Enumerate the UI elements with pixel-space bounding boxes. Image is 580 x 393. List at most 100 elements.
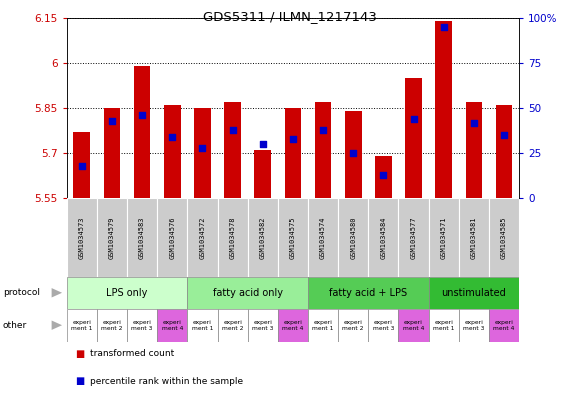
Text: experi
ment 4: experi ment 4 xyxy=(162,320,183,331)
Bar xyxy=(127,309,157,342)
Bar xyxy=(97,198,127,277)
Text: experi
ment 1: experi ment 1 xyxy=(312,320,334,331)
Text: GSM1034573: GSM1034573 xyxy=(79,217,85,259)
Bar xyxy=(496,105,512,198)
Bar xyxy=(436,21,452,198)
Text: GSM1034571: GSM1034571 xyxy=(441,217,447,259)
Text: other: other xyxy=(3,321,27,330)
Text: fatty acid only: fatty acid only xyxy=(213,288,282,298)
Text: percentile rank within the sample: percentile rank within the sample xyxy=(90,377,243,386)
Text: experi
ment 4: experi ment 4 xyxy=(282,320,303,331)
Bar xyxy=(218,309,248,342)
Text: experi
ment 3: experi ment 3 xyxy=(252,320,273,331)
Bar xyxy=(489,198,519,277)
Point xyxy=(107,118,117,124)
Bar xyxy=(67,198,97,277)
Text: experi
ment 2: experi ment 2 xyxy=(342,320,364,331)
Bar xyxy=(315,102,331,198)
Text: experi
ment 3: experi ment 3 xyxy=(132,320,153,331)
Text: fatty acid + LPS: fatty acid + LPS xyxy=(329,288,407,298)
Bar xyxy=(489,309,519,342)
Point xyxy=(379,172,388,178)
Point xyxy=(258,141,267,147)
Bar xyxy=(308,309,338,342)
Point xyxy=(137,112,147,118)
Point xyxy=(439,24,448,30)
Point xyxy=(499,132,509,138)
Bar xyxy=(127,198,157,277)
Text: unstimulated: unstimulated xyxy=(441,288,506,298)
Text: transformed count: transformed count xyxy=(90,349,174,358)
Text: experi
ment 3: experi ment 3 xyxy=(463,320,484,331)
Bar xyxy=(368,309,398,342)
Text: GSM1034577: GSM1034577 xyxy=(411,217,416,259)
Bar xyxy=(218,198,248,277)
Text: GSM1034583: GSM1034583 xyxy=(139,217,145,259)
Text: experi
ment 4: experi ment 4 xyxy=(494,320,514,331)
Bar xyxy=(398,198,429,277)
Text: GSM1034579: GSM1034579 xyxy=(109,217,115,259)
Bar xyxy=(308,198,338,277)
Text: GSM1034582: GSM1034582 xyxy=(260,217,266,259)
Bar xyxy=(74,132,90,198)
Text: experi
ment 2: experi ment 2 xyxy=(101,320,123,331)
Bar xyxy=(278,198,308,277)
Text: GSM1034581: GSM1034581 xyxy=(471,217,477,259)
Bar xyxy=(187,198,218,277)
Bar xyxy=(194,108,211,198)
Text: protocol: protocol xyxy=(3,288,40,297)
Bar xyxy=(345,111,361,198)
Text: experi
ment 4: experi ment 4 xyxy=(403,320,424,331)
Bar xyxy=(429,277,519,309)
Point xyxy=(409,116,418,122)
Text: ■: ■ xyxy=(75,376,85,386)
Point xyxy=(349,150,358,156)
Bar xyxy=(398,309,429,342)
Bar xyxy=(338,309,368,342)
Bar xyxy=(67,277,187,309)
Bar xyxy=(248,198,278,277)
Text: GSM1034574: GSM1034574 xyxy=(320,217,326,259)
Bar xyxy=(466,102,482,198)
Bar xyxy=(459,309,489,342)
Bar xyxy=(375,156,392,198)
Bar xyxy=(157,309,187,342)
Bar xyxy=(255,150,271,198)
Text: experi
ment 1: experi ment 1 xyxy=(433,320,455,331)
Text: GSM1034578: GSM1034578 xyxy=(230,217,235,259)
Bar xyxy=(67,309,97,342)
Point xyxy=(469,119,478,126)
Bar xyxy=(248,309,278,342)
Text: GSM1034576: GSM1034576 xyxy=(169,217,175,259)
Text: GSM1034580: GSM1034580 xyxy=(350,217,356,259)
Bar xyxy=(134,66,150,198)
Bar xyxy=(104,108,120,198)
Text: experi
ment 2: experi ment 2 xyxy=(222,320,244,331)
Bar xyxy=(224,102,241,198)
Text: GSM1034572: GSM1034572 xyxy=(200,217,205,259)
Bar xyxy=(157,198,187,277)
Bar xyxy=(187,309,218,342)
Text: GDS5311 / ILMN_1217143: GDS5311 / ILMN_1217143 xyxy=(203,10,377,23)
Text: GSM1034575: GSM1034575 xyxy=(290,217,296,259)
Bar xyxy=(278,309,308,342)
Polygon shape xyxy=(52,288,62,298)
Bar xyxy=(459,198,489,277)
Bar xyxy=(97,309,127,342)
Text: LPS only: LPS only xyxy=(106,288,148,298)
Text: GSM1034584: GSM1034584 xyxy=(380,217,386,259)
Bar xyxy=(308,277,429,309)
Point xyxy=(288,136,298,142)
Polygon shape xyxy=(52,321,62,330)
Text: experi
ment 1: experi ment 1 xyxy=(191,320,213,331)
Bar xyxy=(187,277,308,309)
Bar xyxy=(338,198,368,277)
Point xyxy=(228,127,237,133)
Bar xyxy=(164,105,180,198)
Bar xyxy=(368,198,398,277)
Text: experi
ment 3: experi ment 3 xyxy=(373,320,394,331)
Point xyxy=(318,127,328,133)
Bar xyxy=(429,198,459,277)
Point xyxy=(77,163,86,169)
Point xyxy=(168,134,177,140)
